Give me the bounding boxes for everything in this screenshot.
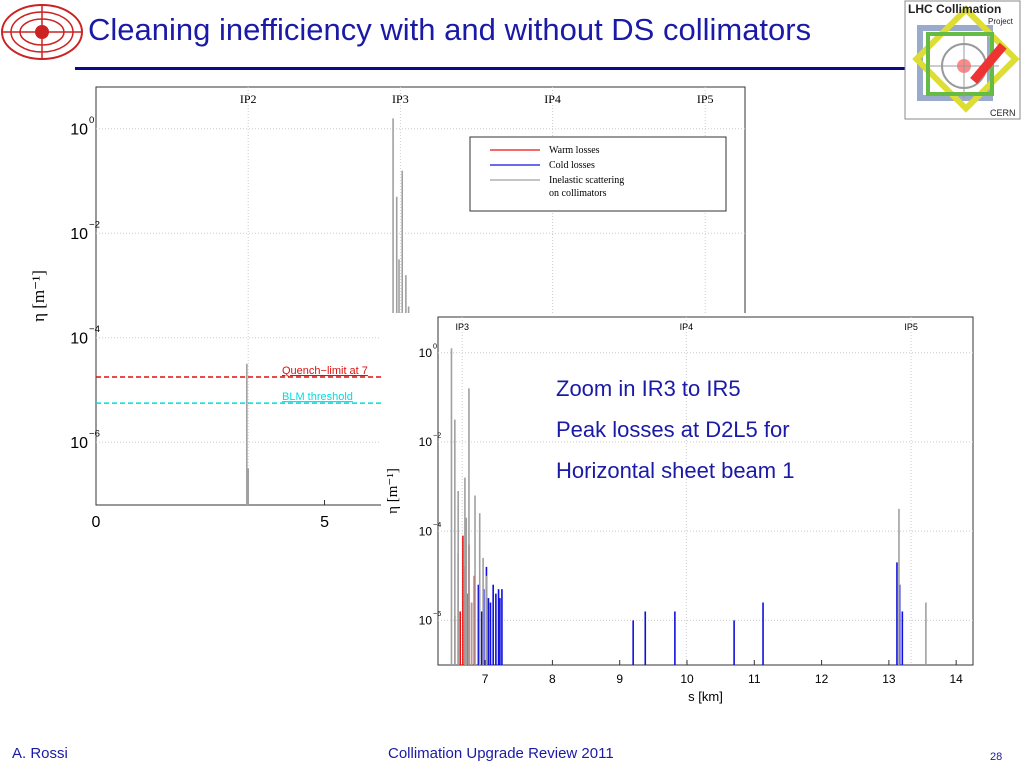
ip-label: IP4 (680, 322, 694, 332)
y-tick-exponent: −6 (89, 429, 100, 440)
x-axis-label: s [km] (688, 689, 723, 704)
logo-text-2: Project (988, 17, 1014, 26)
y-tick-label: 10 (419, 524, 433, 538)
threshold-label: BLM threshold (282, 391, 353, 403)
ip-label: IP5 (697, 92, 714, 106)
y-tick-exponent: −6 (433, 609, 441, 618)
threshold-label: Quench−limit at 7 (282, 365, 368, 377)
y-tick-exponent: 0 (433, 341, 437, 350)
y-axis-label: η [m⁻¹] (385, 468, 401, 514)
y-tick-exponent: −2 (433, 431, 441, 440)
x-tick-label: 0 (92, 514, 101, 531)
slide-title: Cleaning inefficiency with and without D… (88, 12, 812, 47)
page-number: 28 (990, 751, 1003, 763)
y-tick-exponent: −4 (89, 324, 101, 335)
y-tick-label: 10 (419, 346, 433, 360)
x-tick-label: 9 (616, 672, 623, 686)
y-tick-label: 10 (70, 121, 88, 138)
y-tick-label: 10 (70, 226, 88, 243)
y-tick-exponent: −4 (433, 520, 441, 529)
ip-label: IP4 (544, 92, 561, 106)
legend-label: Warm losses (549, 145, 600, 156)
x-tick-label: 7 (482, 672, 489, 686)
ip-label: IP2 (240, 92, 257, 106)
ip-label: IP3 (455, 322, 469, 332)
y-tick-label: 10 (419, 435, 433, 449)
ip-label: IP5 (904, 322, 918, 332)
x-tick-label: 10 (680, 672, 694, 686)
ip-label: IP3 (392, 92, 409, 106)
x-tick-label: 5 (320, 514, 329, 531)
lhc-collimation-logo: LHC Collimation Project CERN (904, 0, 1022, 120)
y-tick-exponent: 0 (89, 115, 94, 126)
x-tick-label: 8 (549, 672, 556, 686)
legend-label: Cold losses (549, 160, 595, 171)
annotation-line-1: Zoom in IR3 to IR5 (556, 376, 741, 401)
footer-author: A. Rossi (12, 745, 68, 762)
x-tick-label: 11 (748, 672, 761, 686)
legend-label: Inelastic scattering (549, 175, 624, 186)
collaboration-logo-icon (1, 4, 83, 60)
logo-text-3: CERN (990, 108, 1016, 118)
plot-frame (437, 316, 974, 666)
y-axis-label: η [m⁻¹] (29, 270, 48, 322)
legend-label-cont: on collimators (549, 188, 607, 199)
legend-box (469, 136, 727, 212)
x-tick-label: 12 (815, 672, 829, 686)
footer-event: Collimation Upgrade Review 2011 (388, 745, 614, 762)
logo-text-1: LHC Collimation (908, 2, 1001, 16)
y-tick-exponent: −2 (89, 220, 100, 231)
x-tick-label: 14 (949, 672, 963, 686)
annotation-line-3: Horizontal sheet beam 1 (556, 458, 795, 483)
x-tick-label: 13 (882, 672, 896, 686)
title-divider (75, 67, 905, 70)
y-tick-label: 10 (419, 614, 433, 628)
y-tick-label: 10 (70, 330, 88, 347)
y-tick-label: 10 (70, 435, 88, 452)
annotation-line-2: Peak losses at D2L5 for (556, 417, 790, 442)
zoom-inset-panel: 10 0 10 −2 10 −4 10 −6 IP3 IP4 IP5 7 8 9 10 11 12 13 14 η [… (381, 313, 987, 707)
